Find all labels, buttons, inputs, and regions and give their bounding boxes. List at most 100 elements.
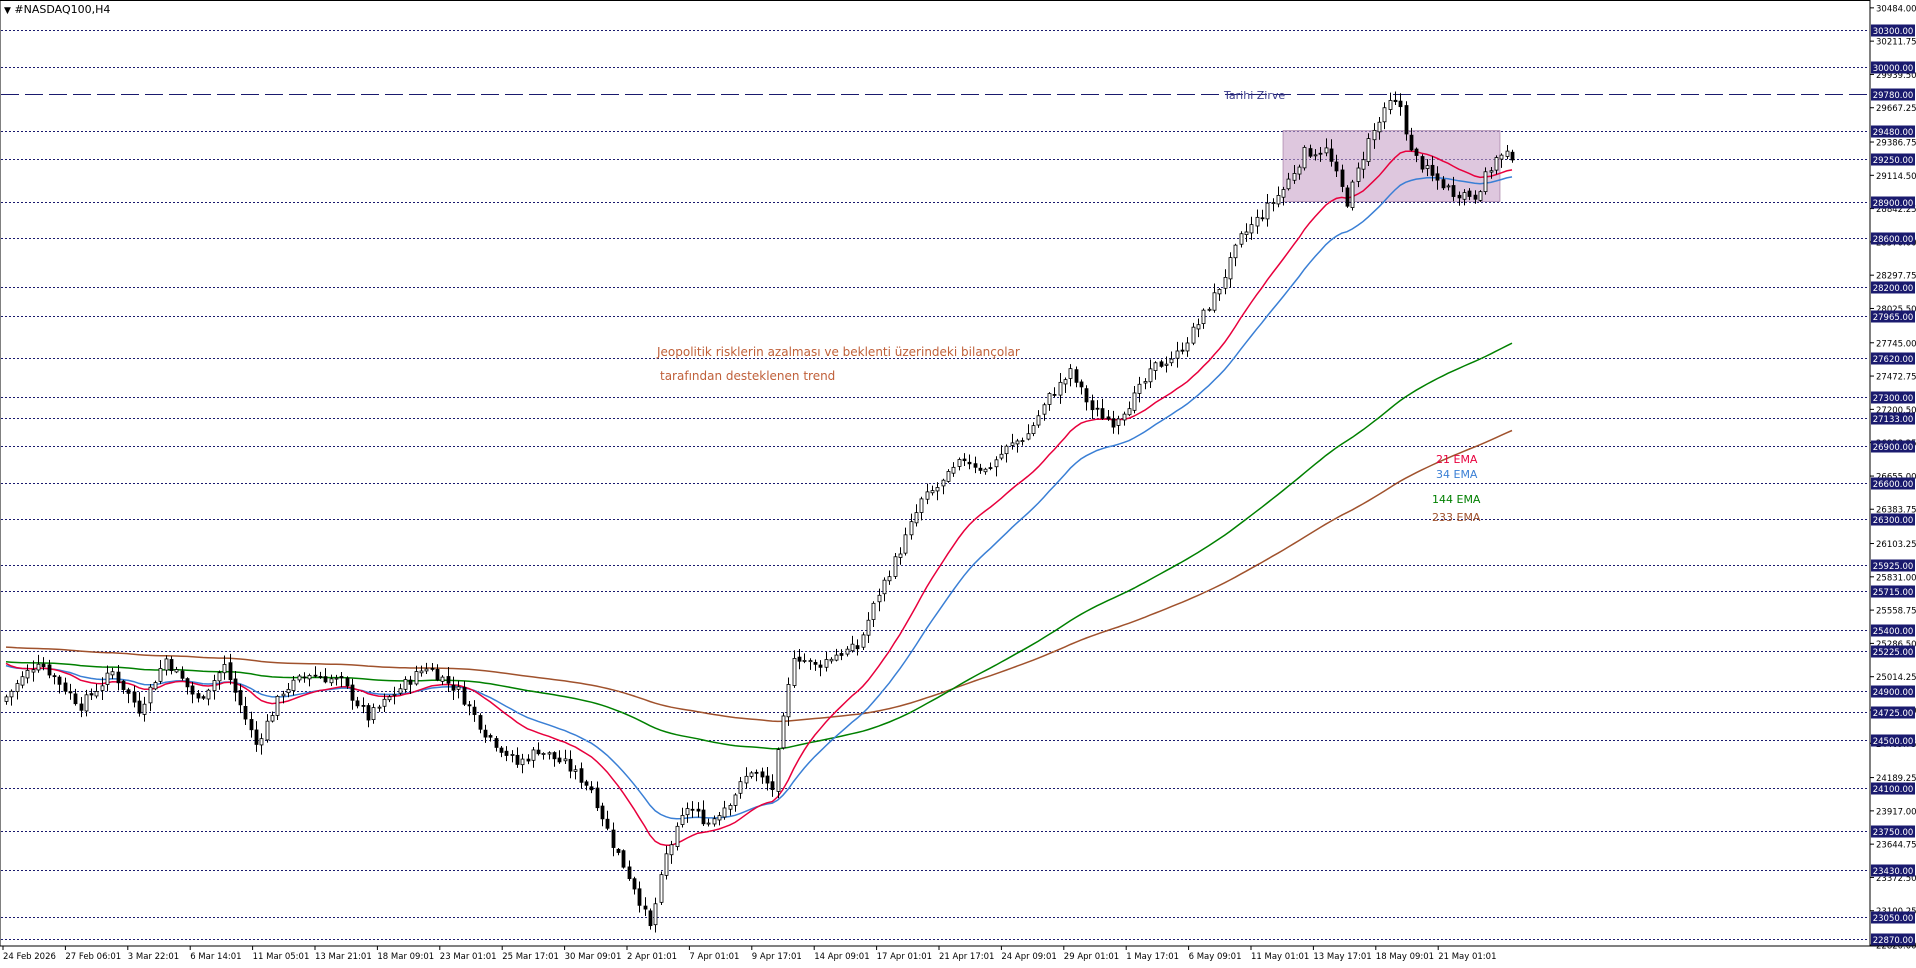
candle-bull — [100, 685, 105, 691]
candle-bear — [1510, 151, 1515, 161]
price-tag: 30000.00 — [1873, 64, 1914, 74]
candle-bull — [808, 660, 813, 663]
price-tag-bg — [1871, 310, 1915, 323]
price-tag-bg — [1871, 281, 1915, 294]
ema21-line — [5, 150, 1513, 846]
candle-bear — [41, 663, 46, 668]
candle-bear — [797, 656, 802, 662]
price-level-tags: 30300.00 30000.00 29780.00 29480.00 29250.00… — [1871, 24, 1915, 946]
candle-bull — [877, 594, 882, 603]
price-tag: 22870.00 — [1873, 936, 1914, 946]
x-tick-label: 2 Apr 01:01 — [627, 952, 677, 962]
candle-bull — [866, 619, 871, 636]
x-tick-label: 13 Mar 21:01 — [315, 952, 372, 962]
candle-bull — [951, 466, 956, 474]
x-tick-label: 1 May 17:01 — [1126, 952, 1179, 962]
candle-bull — [1004, 445, 1009, 455]
candle-bull — [903, 534, 908, 554]
candle-bear — [765, 775, 770, 784]
candle-bull — [1505, 150, 1510, 157]
candle-bull — [1223, 277, 1228, 289]
price-tag-bg — [1871, 825, 1915, 838]
symbol-title[interactable]: ▼ #NASDAQ100,H4 — [4, 3, 110, 16]
candle-bear — [361, 705, 366, 707]
triangle-down-icon[interactable]: ▼ — [4, 6, 11, 16]
price-tag: 28600.00 — [1873, 235, 1914, 245]
candle-bear — [1074, 369, 1079, 383]
candle-bull — [419, 670, 424, 674]
candle-bull — [824, 659, 829, 668]
y-tick-label: 29667.25 — [1876, 104, 1916, 114]
candle-bull — [909, 521, 914, 536]
candle-bull — [270, 715, 275, 722]
x-tick-label: 11 Mar 05:01 — [253, 952, 310, 962]
candle-bull — [1063, 379, 1068, 385]
y-tick-label: 24189.25 — [1876, 774, 1916, 784]
candle-bear — [813, 662, 818, 665]
candle-bull — [398, 688, 403, 694]
candle-bear — [228, 662, 233, 681]
candle-bear — [408, 679, 413, 685]
candle-bull — [297, 675, 302, 681]
price-tag: 24900.00 — [1873, 688, 1914, 698]
x-tick-label: 25 Mar 17:01 — [502, 952, 559, 962]
ema233-label: 233 EMA — [1432, 511, 1481, 524]
candle-bear — [839, 653, 844, 656]
candle-bear — [249, 719, 254, 731]
candle-bear — [1430, 164, 1435, 176]
candle-bull — [531, 749, 536, 761]
candle-bear — [68, 691, 73, 694]
candle-bear — [430, 668, 435, 670]
candle-bull — [1382, 107, 1387, 123]
candle-bull — [84, 694, 89, 712]
candle-bull — [392, 694, 397, 696]
candle-bull — [1377, 121, 1382, 133]
price-tag-bg — [1871, 196, 1915, 209]
price-tag-bg — [1871, 706, 1915, 719]
candle-bear — [1318, 152, 1323, 155]
candle-bull — [717, 815, 722, 821]
candle-bear — [201, 696, 206, 699]
candle-bull — [941, 479, 946, 487]
y-tick-label: 23917.00 — [1876, 807, 1916, 817]
candle-bull — [1132, 392, 1137, 411]
candle-bear — [978, 467, 983, 471]
candle-bear — [1457, 194, 1462, 199]
candle-bull — [286, 688, 291, 694]
annotations: Tarihi Zirve Jeopolitik risklerin azalma… — [656, 89, 1481, 524]
candle-bear — [627, 866, 632, 880]
candle-bear — [568, 758, 573, 772]
price-tag: 30300.00 — [1873, 27, 1914, 37]
candle-bear — [238, 690, 243, 706]
candle-bull — [1042, 404, 1047, 415]
y-tick-label: 29386.75 — [1876, 139, 1916, 149]
candle-bear — [1473, 194, 1478, 200]
candle-bear — [967, 461, 972, 465]
price-tag: 23750.00 — [1873, 828, 1914, 838]
candle-bull — [94, 691, 99, 697]
candle-bull — [1324, 147, 1329, 154]
candle-bear — [185, 678, 190, 688]
candle-bull — [1302, 147, 1307, 169]
candle-bull — [1255, 216, 1260, 227]
y-tick-label: 26103.25 — [1876, 540, 1916, 550]
candle-bull — [1286, 178, 1291, 190]
candle-bull — [871, 602, 876, 620]
candle-bull — [440, 676, 445, 682]
axes — [0, 0, 1916, 947]
candle-bull — [744, 775, 749, 784]
ema144-line — [5, 342, 1513, 750]
price-tag-bg — [1871, 559, 1915, 572]
price-tag: 27965.00 — [1873, 313, 1914, 323]
price-tag: 24500.00 — [1873, 737, 1914, 747]
price-tag: 29480.00 — [1873, 128, 1914, 138]
candle-bull — [307, 675, 312, 680]
candle-bear — [1340, 169, 1345, 187]
candle-bull — [653, 903, 658, 926]
price-tag: 25400.00 — [1873, 627, 1914, 637]
candle-bull — [1020, 440, 1025, 442]
candle-bull — [1036, 415, 1041, 426]
x-tick-label: 23 Mar 01:01 — [440, 952, 497, 962]
